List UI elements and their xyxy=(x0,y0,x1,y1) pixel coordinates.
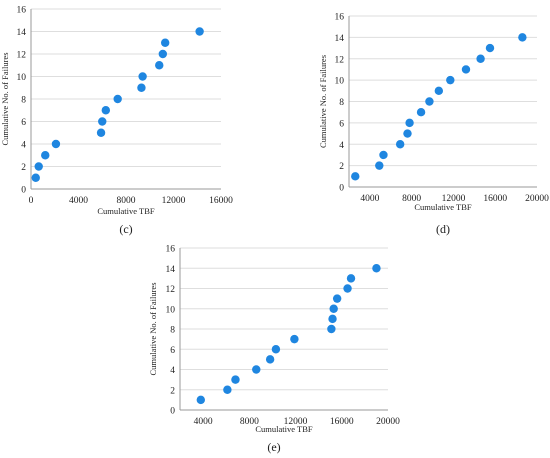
data-point xyxy=(155,61,164,70)
data-point xyxy=(160,38,170,47)
y-tick-label: 12 xyxy=(17,51,27,61)
data-point xyxy=(41,151,50,160)
data-point xyxy=(96,128,106,137)
y-tick-label: 0 xyxy=(339,184,344,194)
y-tick-label: 16 xyxy=(17,6,27,16)
y-tick-label: 10 xyxy=(166,305,176,315)
x-tick-label: 8000 xyxy=(402,194,421,204)
y-tick-label: 4 xyxy=(170,366,175,376)
data-point xyxy=(416,107,426,117)
data-point xyxy=(223,385,232,394)
data-point xyxy=(518,33,527,42)
y-tick-label: 4 xyxy=(21,141,26,151)
data-point xyxy=(138,72,147,81)
data-point xyxy=(375,161,384,170)
data-point xyxy=(31,173,40,182)
x-tick-label: 16000 xyxy=(330,417,354,427)
data-point xyxy=(34,162,43,171)
data-point xyxy=(372,264,381,273)
y-tick-label: 6 xyxy=(170,346,175,356)
panel-label: (d) xyxy=(436,222,450,236)
data-point xyxy=(329,304,338,313)
y-tick-label: 16 xyxy=(335,13,345,23)
data-point xyxy=(395,140,405,149)
data-point xyxy=(332,294,342,303)
data-point xyxy=(271,345,281,354)
data-point xyxy=(51,139,61,149)
x-tick-label: 12000 xyxy=(284,417,308,427)
data-point xyxy=(265,355,275,364)
x-tick-label: 12000 xyxy=(162,196,186,206)
y-tick-label: 6 xyxy=(21,118,26,128)
y-tick-label: 14 xyxy=(17,28,27,38)
y-axis-title: Cumulative No. of Failures xyxy=(148,282,158,375)
data-point xyxy=(343,284,352,293)
y-tick-label: 2 xyxy=(339,162,344,172)
data-point xyxy=(158,49,168,59)
x-tick-label: 8000 xyxy=(117,196,136,206)
y-tick-label: 14 xyxy=(335,34,345,44)
chart-panel-e: 0 2 4 6 8 10 12 14 16 4000 8000 12000 16000 20000 Cumu… xyxy=(148,245,400,455)
data-point xyxy=(290,334,299,344)
data-point xyxy=(328,314,337,324)
y-axis-title: Cumulative No. of Failures xyxy=(318,55,328,148)
data-point xyxy=(379,150,388,160)
data-point xyxy=(425,97,434,106)
y-tick-label: 4 xyxy=(339,141,344,151)
data-point xyxy=(113,94,122,104)
data-point xyxy=(137,83,146,92)
panel-label: (e) xyxy=(267,440,280,454)
y-tick-label: 8 xyxy=(339,98,344,108)
y-tick-label: 12 xyxy=(166,285,176,295)
panel-label: (c) xyxy=(119,222,132,236)
y-tick-label: 8 xyxy=(21,96,26,106)
data-point xyxy=(485,43,495,53)
data-point xyxy=(252,365,261,374)
x-tick-label: 16000 xyxy=(483,194,507,204)
y-axis-title: Cumulative No. of Failures xyxy=(0,52,10,145)
data-point xyxy=(476,54,485,63)
x-axis-title: Cumulative TBF xyxy=(414,202,471,212)
x-tick-label: 4000 xyxy=(194,417,213,427)
data-point xyxy=(231,375,240,384)
data-point xyxy=(403,129,412,138)
data-point xyxy=(346,274,356,283)
chart-panel-c: 0 2 4 6 8 10 12 14 16 0 4000 8000 12000 16000 Cumulati… xyxy=(0,6,233,237)
data-point xyxy=(196,395,205,405)
x-tick-label: 12000 xyxy=(442,194,466,204)
data-point xyxy=(327,324,336,334)
data-point xyxy=(461,65,471,74)
y-tick-label: 0 xyxy=(170,407,175,417)
data-point xyxy=(98,117,107,126)
data-point xyxy=(351,172,360,181)
chart-panel-d: 0 2 4 6 8 10 12 14 16 4000 8000 12000 16000 20000 Cumu… xyxy=(318,13,549,237)
x-tick-label: 20000 xyxy=(376,417,400,427)
data-point xyxy=(101,106,111,115)
data-point xyxy=(195,27,204,36)
y-tick-label: 10 xyxy=(335,77,345,87)
y-tick-label: 14 xyxy=(166,265,176,275)
y-tick-label: 0 xyxy=(21,186,26,196)
x-axis-title: Cumulative TBF xyxy=(255,424,312,434)
x-tick-label: 4000 xyxy=(360,194,379,204)
x-tick-label: 8000 xyxy=(240,417,259,427)
x-tick-label: 20000 xyxy=(525,194,549,204)
y-tick-label: 2 xyxy=(170,386,175,396)
y-tick-label: 8 xyxy=(170,326,175,336)
y-tick-label: 10 xyxy=(17,73,27,83)
x-tick-label: 4000 xyxy=(69,196,88,206)
data-point xyxy=(434,86,444,96)
x-axis-title: Cumulative TBF xyxy=(97,206,154,216)
y-tick-label: 2 xyxy=(21,163,26,173)
data-point xyxy=(405,118,414,128)
x-tick-label: 16000 xyxy=(209,196,233,206)
data-point xyxy=(446,75,455,85)
y-tick-label: 12 xyxy=(335,55,345,65)
y-tick-label: 16 xyxy=(166,245,176,255)
x-tick-label: 0 xyxy=(29,196,34,206)
y-tick-label: 6 xyxy=(339,119,344,129)
